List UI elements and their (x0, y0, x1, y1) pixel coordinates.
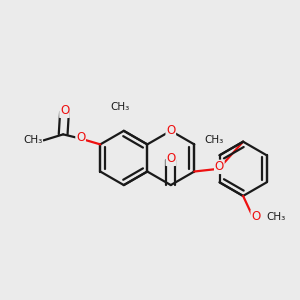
Text: O: O (215, 160, 224, 173)
Text: O: O (60, 104, 69, 117)
Text: CH₃: CH₃ (110, 102, 129, 112)
Text: O: O (166, 124, 176, 137)
Text: O: O (251, 210, 260, 224)
Text: CH₃: CH₃ (204, 134, 223, 145)
Text: O: O (166, 152, 176, 165)
Text: CH₃: CH₃ (23, 135, 42, 145)
Text: O: O (76, 131, 85, 144)
Text: CH₃: CH₃ (267, 212, 286, 222)
